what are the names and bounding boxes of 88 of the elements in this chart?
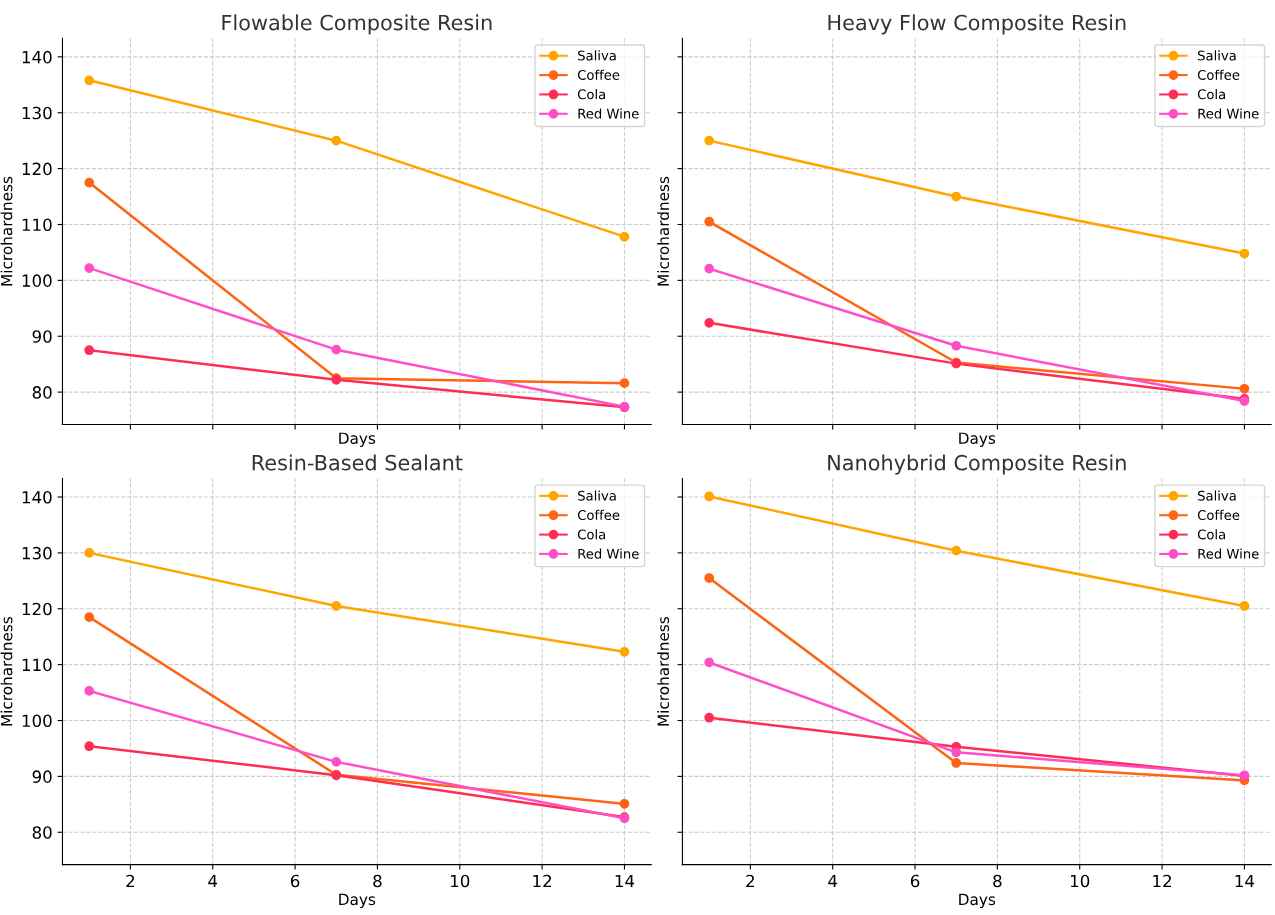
legend-label: Coffee: [1197, 69, 1240, 80]
point: [1239, 383, 1250, 394]
x-tick-label: 2: [746, 874, 754, 888]
legend-label: Saliva: [578, 50, 616, 61]
point: [84, 263, 95, 273]
y-tick-label: 100: [22, 714, 52, 728]
y-tick-label: 100: [22, 274, 52, 287]
legend-label: Cola: [1197, 529, 1225, 540]
y-tick-label: 110: [22, 218, 52, 232]
chart-title: Resin-Based Sealant: [252, 454, 463, 471]
point: [704, 491, 715, 502]
point: [84, 612, 95, 623]
chart-title: Flowable Composite Resin: [222, 14, 492, 35]
point: [331, 601, 342, 611]
legend-label: Red Wine: [1198, 108, 1259, 119]
x-tick-label: 10: [1070, 874, 1090, 888]
point: [704, 712, 715, 723]
legend-label: Coffee: [1197, 509, 1240, 521]
point: [951, 191, 962, 202]
x-tick-label: 10: [451, 874, 470, 888]
legend-label: Red Wine: [578, 108, 639, 119]
y-axis-title: Microhardness: [657, 616, 670, 726]
point: [331, 344, 342, 355]
y-tick-label: 120: [22, 602, 52, 616]
legend-label: Coffee: [577, 509, 620, 521]
legend-label: Cola: [1197, 89, 1225, 100]
x-tick-label: 12: [1153, 874, 1172, 888]
point: [704, 216, 715, 227]
point: [704, 263, 715, 274]
legend-label: Cola: [577, 89, 606, 100]
point: [951, 545, 962, 556]
point: [619, 798, 630, 809]
chart-title: Nanohybrid Composite Resin: [828, 454, 1126, 475]
point: [1239, 248, 1250, 259]
y-tick-label: 140: [22, 490, 52, 504]
y-tick-label: 80: [32, 826, 52, 839]
x-tick-label: 8: [373, 874, 382, 888]
legend-label: Cola: [577, 529, 606, 540]
point: [704, 135, 715, 146]
legend-label: Coffee: [577, 69, 620, 80]
point: [619, 378, 630, 389]
x-tick-label: 4: [828, 874, 838, 888]
x-tick-label: 6: [910, 874, 920, 888]
point: [84, 741, 95, 752]
y-tick-label: 120: [22, 162, 52, 176]
point: [84, 548, 95, 558]
point: [619, 231, 630, 242]
point: [84, 345, 95, 356]
legend-label: Red Wine: [578, 548, 639, 559]
y-tick-label: 80: [32, 386, 52, 399]
x-tick-label: 6: [290, 874, 300, 888]
legend-label: Red Wine: [1198, 548, 1259, 559]
point: [331, 757, 342, 767]
y-tick-label: 140: [22, 50, 52, 64]
point: [84, 177, 95, 188]
point: [951, 758, 962, 768]
point: [1239, 601, 1250, 611]
legend-label: Saliva: [1198, 490, 1236, 501]
y-tick-label: 130: [22, 106, 52, 120]
x-tick-label: 4: [208, 874, 218, 888]
chart-title: Heavy Flow Composite Resin: [828, 14, 1126, 35]
point: [704, 657, 715, 668]
x-tick-label: 14: [1235, 874, 1255, 888]
legend-label: Saliva: [578, 490, 616, 501]
x-axis-title: Days: [339, 893, 376, 909]
x-tick-label: 8: [993, 874, 1002, 888]
point: [84, 686, 95, 696]
y-axis-title: Microhardness: [0, 176, 13, 286]
y-axis-title: Microhardness: [0, 616, 13, 726]
point: [704, 573, 715, 583]
x-axis-title: Days: [959, 893, 996, 909]
point: [951, 747, 962, 758]
point: [619, 646, 630, 657]
point: [951, 340, 962, 351]
point: [704, 317, 715, 328]
y-tick-label: 90: [32, 770, 52, 783]
x-tick-label: 2: [126, 874, 135, 888]
x-tick-label: 12: [533, 874, 552, 888]
y-axis-title: Microhardness: [657, 176, 670, 286]
point: [331, 135, 342, 146]
x-tick-label: 14: [615, 874, 635, 888]
y-tick-label: 110: [22, 658, 52, 672]
x-axis-title: Days: [339, 432, 376, 447]
legend-label: Saliva: [1198, 50, 1236, 61]
y-tick-label: 90: [32, 330, 52, 343]
point: [84, 75, 95, 86]
x-axis-title: Days: [959, 432, 996, 447]
y-tick-label: 130: [22, 546, 52, 560]
